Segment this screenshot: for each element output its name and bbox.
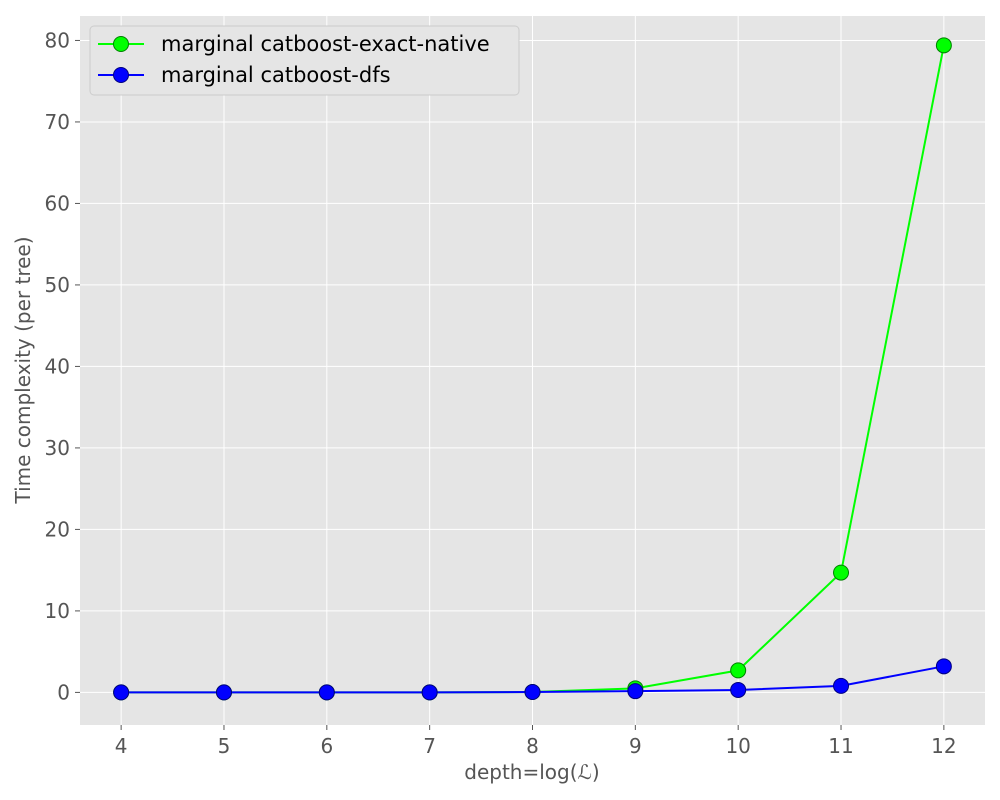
data-point [935, 658, 952, 675]
x-tick-label: 5 [218, 734, 231, 758]
data-point [318, 684, 335, 701]
data-point [730, 662, 747, 679]
data-point [730, 681, 747, 698]
y-tick-label: 30 [45, 436, 70, 460]
y-tick-label: 0 [57, 680, 70, 704]
y-tick-label: 80 [45, 28, 70, 52]
x-axis-label: depth=log(ℒ) [464, 760, 599, 784]
legend-label-exact-native: marginal catboost-exact-native [161, 32, 490, 56]
x-tick-label: 9 [629, 734, 642, 758]
series-markers [113, 37, 952, 701]
data-point [524, 683, 541, 700]
x-tick-label: 4 [115, 734, 128, 758]
legend-label-dfs: marginal catboost-dfs [161, 63, 391, 87]
data-point [935, 37, 952, 54]
y-tick-label: 20 [45, 517, 70, 541]
y-tick-label: 10 [45, 599, 70, 623]
x-tick-label: 11 [828, 734, 853, 758]
y-tick-label: 40 [45, 354, 70, 378]
y-axis-label: Time complexity (per tree) [11, 236, 35, 504]
y-axis-ticks: 0 10 20 30 40 50 60 70 80 [45, 28, 80, 704]
legend-marker-exact-native [113, 36, 129, 52]
x-tick-label: 12 [931, 734, 956, 758]
data-point [421, 684, 438, 701]
x-tick-label: 10 [725, 734, 750, 758]
y-tick-label: 70 [45, 110, 70, 134]
legend-marker-dfs [113, 67, 129, 83]
x-tick-label: 7 [423, 734, 436, 758]
legend-box [89, 25, 520, 96]
legend: marginal catboost-exact-native marginal … [89, 25, 520, 96]
y-tick-label: 60 [45, 191, 70, 215]
x-tick-label: 6 [320, 734, 333, 758]
data-point [215, 684, 232, 701]
data-point [833, 677, 850, 694]
data-point [113, 684, 130, 701]
x-tick-label: 8 [526, 734, 539, 758]
x-axis-ticks: 4 5 6 7 8 9 10 11 12 [115, 725, 957, 758]
data-point [627, 683, 644, 700]
data-point [833, 564, 850, 581]
y-tick-label: 50 [45, 273, 70, 297]
